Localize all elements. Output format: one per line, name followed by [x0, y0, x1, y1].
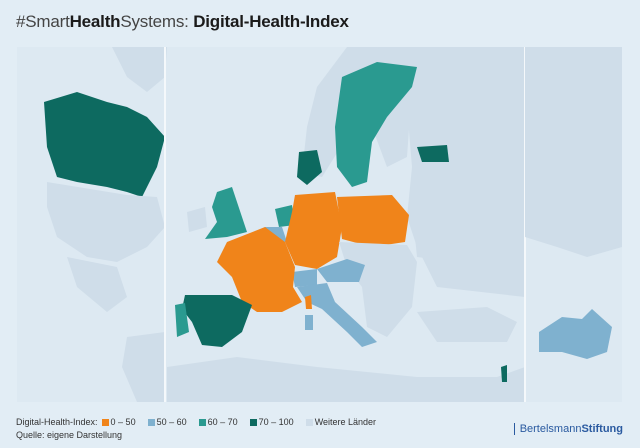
country-sweden — [335, 62, 417, 187]
land-mexico — [67, 257, 127, 312]
country-uk — [205, 187, 247, 239]
country-israel — [501, 365, 507, 382]
land-baltics-belarus-ukraine — [412, 165, 497, 262]
land-south-america — [122, 332, 165, 402]
country-france — [217, 227, 302, 312]
land-greenland — [112, 47, 167, 92]
country-spain — [182, 295, 252, 347]
legend: Digital-Health-Index: 0 – 50 50 – 60 60 … — [16, 417, 384, 427]
country-denmark — [297, 150, 322, 185]
legend-item-60-70: 60 – 70 — [198, 417, 238, 427]
map-panel — [17, 47, 622, 402]
country-italy — [297, 283, 377, 347]
land-turkey — [417, 307, 517, 342]
country-sardinia — [305, 315, 313, 330]
legend-item-50-60: 50 – 60 — [147, 417, 187, 427]
panel-europe — [167, 47, 525, 402]
country-germany — [285, 192, 342, 269]
country-estonia — [417, 145, 449, 162]
country-canada — [44, 92, 165, 197]
land-ireland — [187, 207, 207, 232]
land-north-africa — [167, 357, 525, 402]
legend-item-70-100: 70 – 100 — [249, 417, 294, 427]
map-svg — [44, 47, 622, 402]
land-asia — [525, 47, 622, 257]
source-note: Quelle: eigene Darstellung — [16, 430, 123, 440]
country-poland — [337, 195, 409, 247]
panel-north-america — [44, 47, 167, 402]
country-corsica — [305, 295, 312, 309]
country-austria — [317, 259, 365, 282]
legend-item-other: Weitere Länder — [305, 417, 376, 427]
country-australia — [539, 309, 612, 359]
legend-label: Digital-Health-Index: — [16, 417, 98, 427]
land-usa — [47, 182, 165, 262]
legend-item-0-50: 0 – 50 — [101, 417, 136, 427]
page-title: #SmartHealthSystems: Digital-Health-Inde… — [16, 12, 349, 31]
bertelsmann-logo: BertelsmannStiftung — [513, 423, 623, 435]
country-switzerland — [292, 269, 317, 287]
country-portugal — [175, 303, 189, 337]
panel-asia-pacific — [525, 47, 622, 359]
